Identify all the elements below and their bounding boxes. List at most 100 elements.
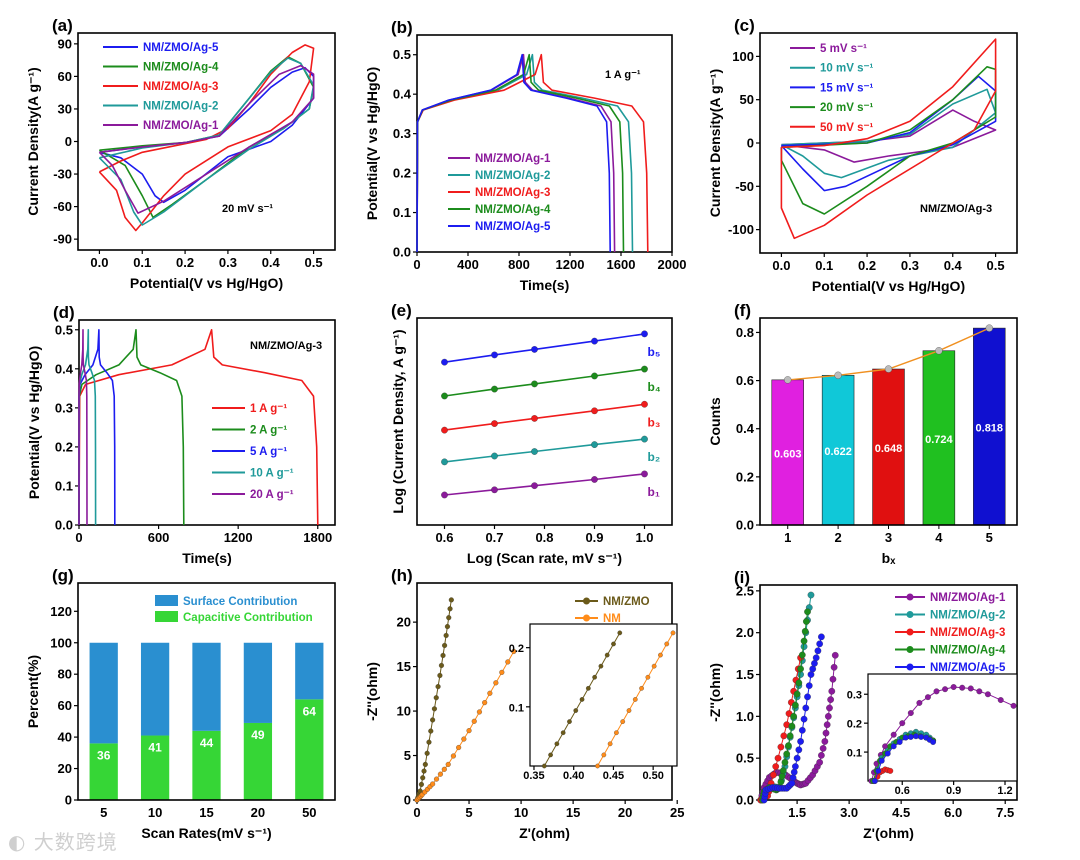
data-point: [913, 733, 919, 740]
series-label: b₂: [648, 450, 661, 464]
data-point: [579, 697, 585, 702]
data-point: [614, 730, 619, 736]
legend-label: NM/ZMO/Ag-5: [143, 42, 219, 54]
panel-label: (i): [734, 568, 750, 587]
bar-value-label: 0.818: [976, 423, 1004, 435]
data-point: [639, 685, 644, 691]
data-point: [778, 772, 786, 780]
data-point: [800, 715, 808, 723]
data-point: [670, 630, 676, 636]
bar-value-label: 44: [200, 736, 214, 750]
data-point: [779, 767, 787, 775]
bar-value-label: 41: [148, 741, 162, 755]
series-line-1: [444, 368, 645, 397]
series-line-3: [444, 438, 645, 463]
panel-f: (f) bₓ Counts 0.603 1 0.622 2 0.648 3 0.724 4 0.818…: [707, 301, 1018, 566]
data-point: [1010, 702, 1017, 709]
data-point: [984, 691, 991, 698]
legend-swatch: [155, 611, 178, 622]
y-tick-label: 0.1: [55, 478, 73, 493]
data-point: [491, 452, 498, 460]
x-axis-label: Time(s): [182, 550, 232, 566]
y-tick-label: 0: [65, 793, 72, 808]
data-point: [441, 491, 448, 499]
data-point: [645, 674, 651, 680]
y-tick-label: 0.5: [55, 322, 73, 337]
data-point: [443, 632, 449, 639]
data-point: [658, 652, 663, 658]
legend-label: Capacitive Contribution: [183, 612, 313, 624]
bar-value-label: 0.622: [824, 446, 852, 458]
x-tick-label: 0.1: [133, 255, 151, 270]
legend-label: NM/ZMO/Ag-2: [475, 170, 550, 182]
data-point: [554, 741, 560, 747]
data-point: [830, 663, 838, 671]
data-point: [437, 672, 443, 679]
plot-frame: [759, 32, 1018, 254]
y-tick-label: 0.1: [393, 205, 411, 220]
data-point: [821, 738, 829, 745]
data-point: [798, 726, 806, 734]
legend-label: NM/ZMO: [603, 596, 650, 608]
y-tick-label: -100: [728, 222, 754, 237]
data-point: [531, 380, 538, 388]
data-point: [887, 767, 894, 774]
bar-segment-surface: [89, 642, 118, 744]
x-tick-label: 10: [148, 805, 162, 820]
data-point: [431, 706, 437, 712]
legend-label: 15 mV s⁻¹: [820, 82, 874, 94]
y-tick-label: 10: [397, 704, 411, 719]
legend-swatch: [155, 595, 178, 606]
x-axis-label: bₓ: [882, 550, 897, 566]
data-point: [632, 697, 638, 702]
data-point: [466, 728, 472, 734]
series-line-4: [444, 473, 645, 496]
y-tick-label: 20: [58, 761, 72, 776]
bar-value-label: 0.648: [875, 443, 903, 455]
data-point: [595, 763, 600, 769]
data-point: [804, 608, 811, 616]
data-point: [985, 324, 993, 332]
x-tick-label: 0.3: [901, 258, 919, 273]
data-point: [896, 739, 903, 745]
x-tick-label: 0.50: [642, 770, 663, 782]
data-point: [803, 618, 810, 625]
data-point: [440, 652, 446, 659]
y-tick-label: 0: [65, 134, 72, 149]
data-point: [442, 642, 448, 649]
panel-i: (i) Z'(ohm) -Z''(ohm) 1.5 3.0 4.5 6.0 7.5 0.0 0.5…: [707, 568, 1018, 841]
y-tick-label: 50: [740, 92, 754, 107]
x-tick-label: 1600: [607, 257, 636, 272]
data-point: [774, 754, 782, 762]
x-tick-label: 0: [75, 530, 82, 545]
x-tick-label: 0.6: [895, 785, 910, 797]
data-point: [788, 722, 796, 730]
legend-label: 50 mV s⁻¹: [820, 122, 874, 134]
legend-label: 20 A g⁻¹: [250, 489, 294, 501]
data-point: [491, 486, 498, 494]
data-point: [818, 633, 825, 641]
data-point: [834, 371, 842, 379]
panel-a: (a) Potential(V vs Hg/HgO) Current Density…: [25, 16, 336, 291]
x-tick-label: 400: [457, 257, 479, 272]
data-point: [437, 771, 443, 777]
series-line-2: [780, 75, 997, 192]
y-tick-label: 0.0: [393, 245, 411, 260]
bar-segment-surface: [140, 642, 170, 736]
annotation: NM/ZMO/Ag-3: [920, 203, 992, 215]
panel-label: (a): [52, 16, 73, 35]
series-line-4: [98, 64, 315, 214]
data-point: [976, 688, 983, 695]
data-point: [426, 739, 432, 745]
data-point: [828, 687, 836, 695]
bar-3: [872, 368, 905, 526]
data-point: [924, 694, 931, 701]
legend-label: NM/ZMO/Ag-2: [930, 610, 1005, 622]
y-axis-label: Current Density(A g⁻¹): [25, 67, 41, 215]
data-point: [531, 346, 538, 353]
legend-label: NM: [603, 613, 621, 625]
bar-segment-capacitive: [295, 699, 324, 800]
y-axis-label: Counts: [707, 397, 723, 445]
data-point: [531, 482, 538, 490]
data-point: [450, 753, 456, 759]
